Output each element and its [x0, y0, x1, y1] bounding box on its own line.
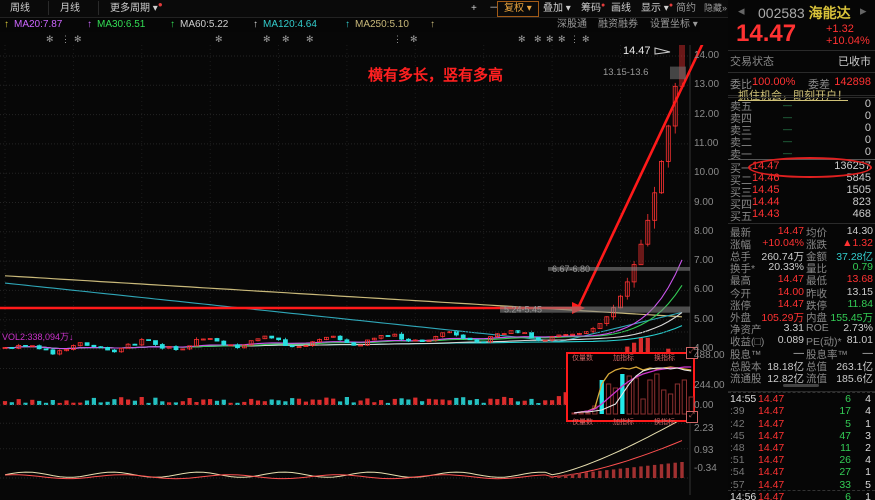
svg-text:13.15-13.6: 13.15-13.6: [603, 67, 648, 78]
svg-text:VOL2:338,094万↓: VOL2:338,094万↓: [2, 332, 74, 342]
svg-text:5.24-5.45: 5.24-5.45: [504, 305, 542, 315]
svg-text:14.47: 14.47: [623, 45, 651, 57]
svg-text:6.67-6.80: 6.67-6.80: [552, 264, 590, 274]
svg-text:横有多长，竖有多高: 横有多长，竖有多高: [368, 66, 503, 84]
